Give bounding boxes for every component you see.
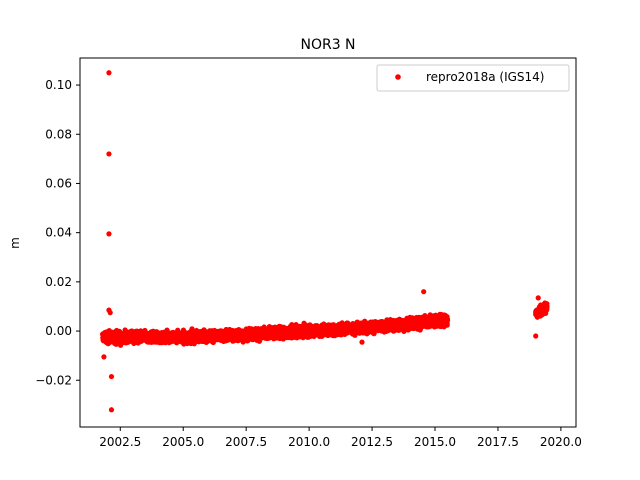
x-tick-label: 2012.5 (351, 435, 393, 449)
x-tick-label: 2010.0 (288, 435, 330, 449)
data-point (101, 354, 107, 360)
x-tick-label: 2002.5 (99, 435, 141, 449)
y-tick-label: 0.00 (45, 324, 72, 338)
data-points (100, 70, 550, 413)
data-point (544, 303, 550, 310)
data-point (106, 307, 112, 313)
data-point (421, 289, 427, 295)
data-point (106, 231, 112, 237)
y-axis: −0.02 0.00 0.02 0.04 0.06 0.08 0.10 (35, 78, 80, 387)
x-tick-label: 2015.0 (414, 435, 456, 449)
x-tick-label: 2007.5 (225, 435, 267, 449)
x-axis: 2002.5 2005.0 2007.5 2010.0 2012.5 2015.0 2017… (99, 427, 582, 449)
data-point (108, 407, 115, 413)
data-point (533, 333, 539, 339)
data-point (106, 151, 112, 157)
legend: repro2018a (IGS14) (376, 64, 570, 92)
legend-marker (395, 74, 401, 80)
y-tick-label: −0.02 (35, 373, 72, 387)
y-tick-label: 0.10 (45, 78, 72, 92)
x-tick-label: 2020.0 (540, 435, 582, 449)
y-tick-label: 0.04 (45, 226, 72, 240)
x-tick-label: 2005.0 (162, 435, 204, 449)
legend-entry-repro2018a: repro2018a (IGS14) (426, 70, 544, 84)
plot-frame (79, 57, 577, 428)
legend-box (376, 64, 570, 92)
data-point (106, 70, 112, 76)
y-axis-label: m (8, 237, 22, 249)
y-tick-label: 0.02 (45, 275, 72, 289)
x-tick-label: 2017.5 (477, 435, 519, 449)
chart-title: NOR3 N (300, 37, 355, 53)
data-point (535, 295, 541, 301)
data-point (444, 317, 451, 323)
data-point (108, 373, 115, 380)
data-point (359, 339, 365, 345)
y-tick-label: 0.06 (45, 176, 72, 190)
y-tick-label: 0.08 (45, 127, 72, 141)
